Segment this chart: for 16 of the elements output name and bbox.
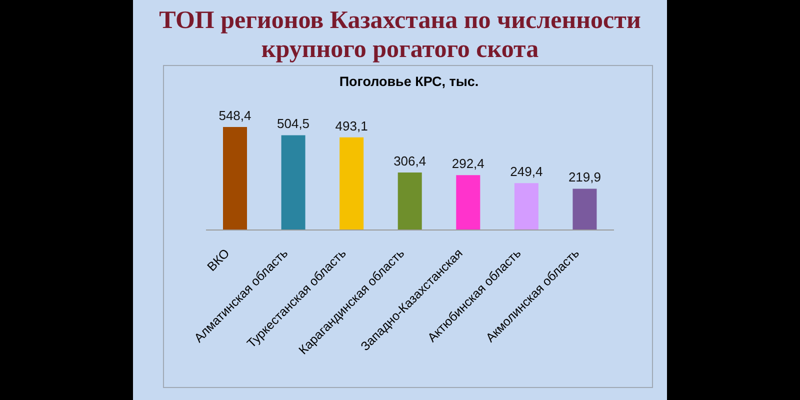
- bar: [514, 183, 538, 230]
- data-label: 504,5: [277, 116, 310, 132]
- data-label: 548,4: [218, 108, 252, 123]
- data-label: 292,4: [452, 156, 484, 172]
- bar: [340, 137, 364, 230]
- bar: [456, 175, 480, 230]
- chart-title: ТОП регионов Казахстана по численности крупного рогатого скота: [158, 6, 642, 64]
- data-label: 493,1: [335, 118, 368, 134]
- data-label: 219,9: [568, 170, 601, 185]
- bar: [281, 135, 306, 230]
- data-label: 306,4: [394, 153, 426, 168]
- bar: [398, 172, 422, 230]
- data-label: 249,4: [510, 164, 543, 180]
- bar: [572, 188, 597, 230]
- bar: [223, 127, 247, 230]
- chart-subtitle: Поголовье КРС, тыс.: [338, 74, 480, 89]
